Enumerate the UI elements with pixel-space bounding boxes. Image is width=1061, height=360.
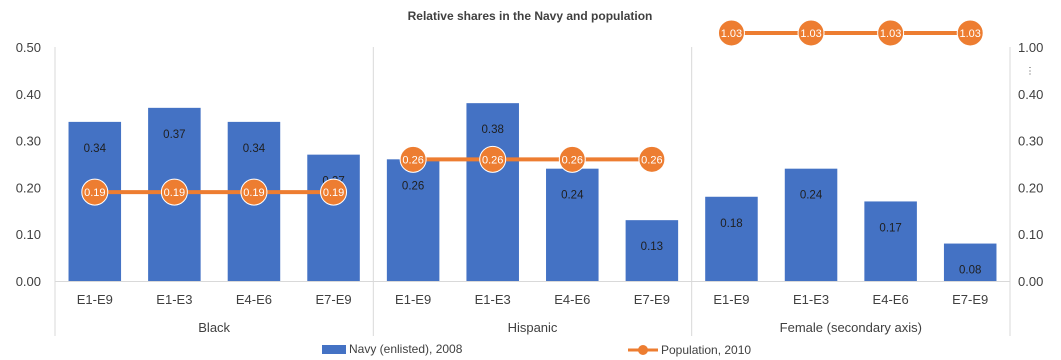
y-right-tick-label: 0.40 [1018,87,1043,102]
bar-value-label: 0.38 [482,124,504,136]
bar-value-label: 0.08 [959,265,981,277]
line-point [956,19,984,47]
y-left-tick-label: 0.10 [16,227,41,242]
y-left-tick-label: 0.40 [16,87,41,102]
bar-value-label: 0.34 [243,143,266,155]
line-value-label: 1.03 [800,28,821,40]
bar [386,159,440,281]
x-tick-label: E1-E9 [713,292,749,307]
y-right-tick-label: 1.00 [1018,40,1043,55]
x-tick-label: E4-E6 [873,292,909,307]
chart-title: Relative shares in the Navy and populati… [408,9,653,23]
bar [625,220,679,281]
y-right-tick-label: 0.20 [1018,180,1043,195]
line-point [797,19,825,47]
y-right-tick-label: 0.00 [1018,274,1043,289]
x-tick-label: E4-E6 [554,292,590,307]
bar [864,201,917,281]
y-right-tick-label: 0.30 [1018,134,1043,149]
bar [546,168,599,281]
line-point [638,145,666,173]
bar [466,103,519,281]
legend-label-line: Population, 2010 [661,343,751,357]
line-value-label: 0.26 [641,154,662,166]
plot-area: 0.00 0.10 0.20 0.30 0.40 0.50 0.00 0.10 0.20 0.30… [16,19,1043,336]
bar [307,154,360,281]
bar-value-label: 0.18 [720,218,742,230]
bar-value-label: 0.24 [561,190,584,202]
bar [943,243,997,281]
group-label: Female (secondary axis) [780,320,922,335]
x-tick-label: E1-E3 [793,292,829,307]
group-label: Black [198,320,230,335]
x-tick-label: E4-E6 [236,292,272,307]
bar [784,168,838,281]
x-tick-label: E7-E9 [315,292,351,307]
y-right-tick-label: 0.10 [1018,227,1043,242]
line-point [717,19,745,47]
line-value-label: 1.03 [880,28,901,40]
x-tick-label: E7-E9 [952,292,988,307]
x-tick-label: E1-E9 [395,292,431,307]
y-right-axis-break: ⋮ [1026,65,1035,75]
x-tick-label: E1-E9 [77,292,113,307]
line-point [81,178,109,206]
legend-swatch-bar [322,345,346,354]
line-value-label: 0.19 [323,187,344,199]
line-point [558,145,586,173]
y-left-tick-label: 0.20 [16,180,41,195]
line-point [479,145,507,173]
line-value-label: 1.03 [721,28,742,40]
line-value-label: 0.26 [482,154,503,166]
legend: Navy (enlisted), 2008 Population, 2010 [322,342,751,357]
bar [705,196,758,281]
group-label: Hispanic [508,320,558,335]
y-left-tick-label: 0.50 [16,40,41,55]
x-tick-label: E1-E3 [156,292,192,307]
bar-value-label: 0.37 [163,129,185,141]
legend-label-bar: Navy (enlisted), 2008 [349,342,463,356]
y-left-tick-label: 0.30 [16,134,41,149]
line-value-label: 0.26 [402,154,423,166]
line-value-label: 0.19 [243,187,264,199]
line-value-label: 1.03 [959,28,980,40]
bar-value-label: 0.34 [84,143,107,155]
line-value-label: 0.19 [84,187,105,199]
x-tick-label: E7-E9 [634,292,670,307]
bar-value-label: 0.13 [641,241,663,253]
x-tick-label: E1-E3 [475,292,511,307]
legend-swatch-marker [638,345,648,355]
bar-value-label: 0.26 [402,180,424,192]
y-left-tick-label: 0.00 [16,274,41,289]
line-point [160,178,188,206]
line-point [320,178,348,206]
line-value-label: 0.26 [562,154,583,166]
bar-value-label: 0.24 [800,190,823,202]
line-value-label: 0.19 [164,187,185,199]
line-point [877,19,905,47]
line-point [240,178,268,206]
bar-value-label: 0.17 [879,222,901,234]
line-point [399,145,427,173]
